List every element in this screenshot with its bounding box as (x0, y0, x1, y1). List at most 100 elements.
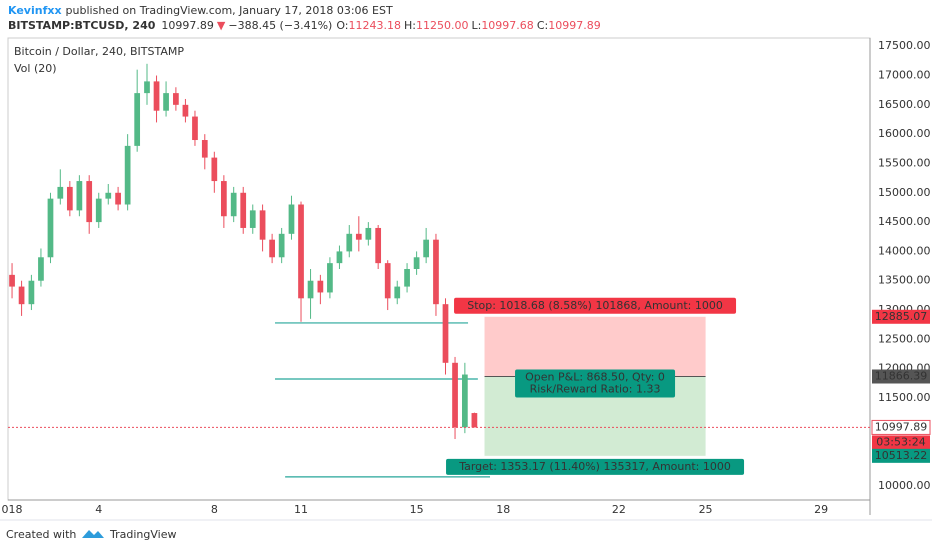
x-tick-label: 22 (612, 503, 626, 516)
candle-body (404, 269, 410, 287)
change: −388.45 (−3.41%) (228, 19, 332, 32)
candle-body (298, 204, 304, 299)
rr-label: Risk/Reward Ratio: 1.33 (530, 383, 661, 396)
countdown-badge-box (872, 435, 930, 450)
ohlc-label: C: (537, 19, 548, 32)
candle-body (384, 263, 391, 299)
candle-body (327, 263, 333, 293)
y-tick-label: 16000.00 (878, 127, 931, 140)
candle-body (115, 192, 121, 205)
last-price-badge-box (871, 419, 931, 435)
candle-body (86, 181, 93, 223)
candle-body (76, 181, 83, 211)
footer-brand[interactable]: TradingView (109, 528, 176, 541)
y-tick-label: 15500.00 (878, 156, 931, 169)
x-tick-label: 11 (294, 503, 308, 516)
y-tick-label: 17500.00 (878, 39, 931, 52)
candle-body (413, 257, 420, 269)
candle-body (462, 374, 468, 428)
candle-body (240, 192, 247, 228)
ohlc-value: 11250.00 (416, 19, 469, 32)
candle-body (375, 227, 382, 264)
candle-body (346, 233, 353, 252)
candle-body (442, 304, 449, 363)
candle-body (57, 186, 64, 199)
y-tick-label: 12500.00 (878, 332, 931, 345)
loss-zone (484, 316, 706, 377)
target-badge: 10513.22 (875, 449, 928, 462)
candle-body (365, 227, 372, 240)
header-line: Kevinfxx published on TradingView.com, Ja… (8, 4, 393, 17)
x-tick-label: 15 (410, 503, 424, 516)
candle-body (182, 104, 189, 117)
candle-body (336, 251, 343, 264)
x-tick-label: 018 (2, 503, 23, 516)
ohlc-label: O: (336, 19, 348, 32)
candle-body (105, 192, 112, 199)
candle-body (134, 93, 141, 146)
candle-body (278, 233, 285, 258)
chart-subtitle: Vol (20) (14, 62, 57, 75)
entry-badge-box (872, 369, 930, 384)
candle-body (452, 362, 458, 428)
y-tick-label: 13500.00 (878, 274, 931, 287)
x-tick-label: 4 (95, 503, 102, 516)
candle-body (249, 210, 256, 228)
y-tick-label: 14500.00 (878, 215, 931, 228)
candle-body (259, 210, 266, 240)
candle-body (394, 286, 401, 299)
last-price-badge: 10997.89 (875, 420, 928, 433)
ohlc-label: H: (404, 19, 416, 32)
target-badge-box (872, 448, 930, 463)
published: published on TradingView.com, January 17… (66, 4, 393, 17)
candle-body (38, 257, 44, 281)
y-tick-label: 16500.00 (878, 98, 931, 111)
y-tick-label: 11500.00 (878, 391, 931, 404)
ohlc-value: 11243.18 (348, 19, 401, 32)
author[interactable]: Kevinfxx (8, 4, 62, 17)
candle-body (192, 116, 198, 141)
candle-body (173, 93, 179, 105)
candle-body (471, 413, 478, 428)
candle-body (211, 157, 218, 182)
stop-badge: 12885.07 (875, 310, 928, 323)
candle-body (144, 81, 150, 94)
candle-body (355, 233, 362, 240)
y-tick-label: 17000.00 (878, 69, 931, 82)
pnl-box (515, 369, 676, 398)
symbol-line: BITSTAMP:BTCUSD, 240 10997.89 ▼ −388.45 (−3… (8, 19, 601, 32)
candle-body (153, 81, 160, 111)
x-tick-label: 8 (211, 503, 218, 516)
x-tick-label: 25 (699, 503, 713, 516)
candle-body (230, 192, 237, 217)
candle-body (423, 239, 430, 258)
x-tick-label: 29 (814, 503, 828, 516)
y-tick-label: 14000.00 (878, 244, 931, 257)
entry-badge: 11866.39 (875, 370, 928, 383)
y-tick-label: 15000.00 (878, 186, 931, 199)
logo (82, 530, 104, 538)
candle-body (28, 280, 35, 305)
x-tick-label: 18 (496, 503, 510, 516)
footer-text: Created with (6, 528, 76, 541)
candle-body (269, 239, 275, 258)
target-label: Target: 1353.17 (11.40%) 135317, Amount:… (458, 460, 731, 473)
chart-title: Bitcoin / Dollar, 240, BITSTAMP (14, 45, 184, 58)
ohlc-value: 10997.89 (548, 19, 601, 32)
stop-label-box (454, 297, 737, 314)
stop-label: Stop: 1018.68 (8.58%) 101868, Amount: 10… (467, 299, 723, 312)
countdown-badge: 03:53:24 (876, 435, 925, 448)
pnl-label: Open P&L: 868.50, Qty: 0 (525, 371, 665, 384)
candle-body (317, 280, 324, 293)
last: 10997.89 (161, 19, 214, 32)
candle-body (221, 181, 227, 217)
symbol: BITSTAMP:BTCUSD, 240 (8, 19, 156, 32)
candle-body (433, 239, 439, 305)
candle-body (18, 286, 25, 305)
candle-body (288, 204, 295, 234)
arrow: ▼ (217, 19, 226, 32)
candle-body (47, 198, 54, 258)
candle-body (124, 145, 131, 205)
candle-body (307, 280, 314, 299)
